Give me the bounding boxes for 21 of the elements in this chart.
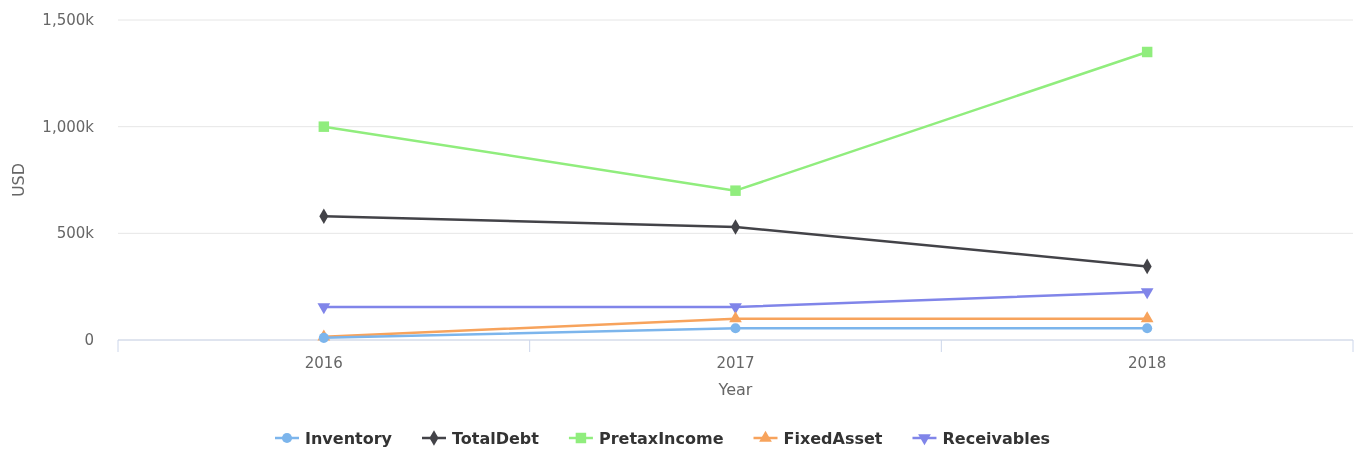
legend-label: PretaxIncome — [598, 429, 724, 448]
y-axis-title: USD — [9, 162, 28, 198]
point — [318, 121, 330, 132]
y-tick-label: 0 — [84, 331, 94, 349]
point — [1141, 46, 1153, 58]
point — [1140, 311, 1154, 323]
point — [730, 185, 741, 196]
legend-label: TotalDebt — [451, 429, 540, 448]
y-tick-label: 500k — [56, 224, 95, 243]
x-axis-title: Year — [717, 380, 753, 399]
x-tick-label: 2016 — [304, 354, 343, 372]
y-tick-label: 1,000k — [42, 117, 95, 136]
legend-label: Receivables — [942, 429, 1050, 448]
point — [730, 323, 741, 334]
point — [729, 311, 742, 323]
legend-label: FixedAsset — [783, 429, 883, 448]
point — [1142, 323, 1153, 334]
x-tick-label: 2017 — [716, 354, 755, 372]
legend-label: Inventory — [305, 429, 393, 448]
y-tick-label: 1,500k — [42, 11, 95, 29]
x-tick-label: 2018 — [1128, 354, 1167, 372]
